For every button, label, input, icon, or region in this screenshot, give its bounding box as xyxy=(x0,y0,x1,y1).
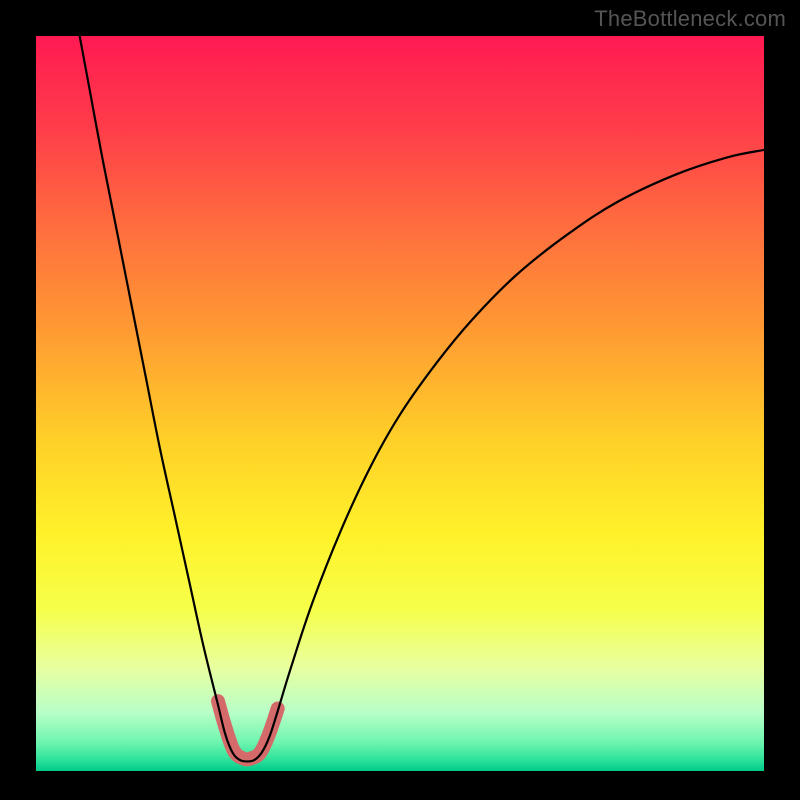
chart-background xyxy=(36,36,764,771)
bottleneck-chart xyxy=(0,0,800,800)
watermark-text: TheBottleneck.com xyxy=(594,6,786,32)
